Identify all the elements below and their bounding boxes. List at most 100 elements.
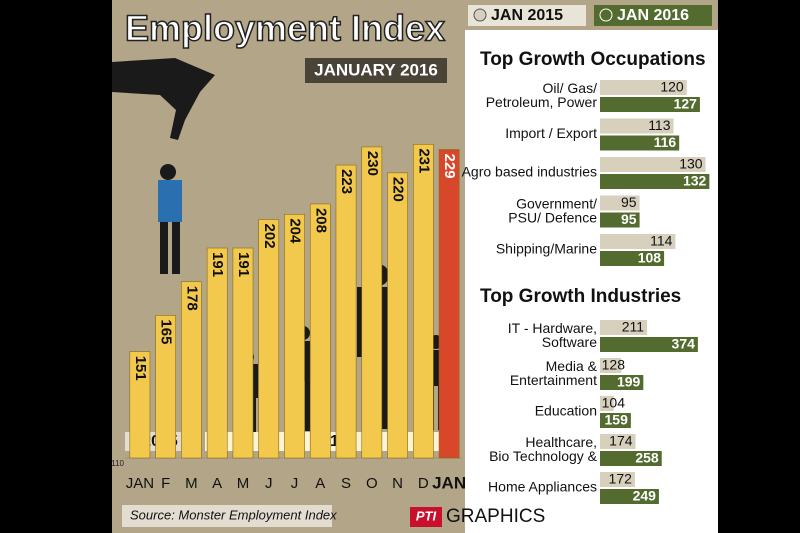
value-label: 223 (338, 169, 355, 194)
category-label: Agro based industries (462, 164, 597, 180)
bar (600, 337, 698, 352)
value-label: 165 (158, 319, 175, 344)
section-title: Top Growth Industries (480, 286, 681, 307)
value-label: 95 (621, 211, 637, 227)
value-label: 127 (674, 96, 698, 112)
value-label: 211 (622, 319, 645, 335)
x-tick-label: M (185, 475, 198, 492)
source-box (122, 505, 332, 527)
value-label: 191 (235, 252, 252, 277)
bar (600, 97, 700, 112)
legend-swatch (599, 8, 613, 22)
bar (309, 203, 331, 459)
legend-label: JAN 2016 (617, 7, 689, 24)
bar (129, 351, 151, 459)
value-label: 374 (672, 336, 696, 352)
x-tick-label: D (418, 475, 429, 492)
value-label: 108 (638, 250, 662, 266)
value-label: 178 (183, 286, 200, 311)
category-label: Government/PSU/ Defence (508, 195, 597, 225)
bar (361, 146, 383, 459)
logo-box (410, 507, 442, 527)
x-tick-label: M (237, 475, 250, 492)
value-label: 104 (602, 395, 626, 411)
x-tick-label: S (341, 475, 351, 492)
value-label: 130 (679, 156, 703, 172)
legend-item (468, 5, 586, 26)
category-label: Healthcare, Bio Technology & (489, 434, 598, 464)
value-label: 208 (312, 208, 329, 233)
section-title: Top Growth Occupations (480, 49, 706, 70)
x-tick-label: F (161, 475, 170, 492)
source: Source: Monster Employment Index (130, 507, 337, 522)
value-label: 199 (617, 374, 641, 390)
category-label: Home Appliances (488, 479, 597, 495)
x-tick-label: A (212, 475, 222, 492)
value-label: 120 (660, 79, 684, 95)
x-tick-label: JAN (432, 473, 466, 492)
legend-swatch (473, 8, 487, 22)
value-label: 202 (261, 224, 278, 249)
bar (600, 157, 706, 172)
category-label: Education (535, 403, 597, 419)
category-label: IT - Hardware, Software (508, 320, 597, 350)
bar (206, 247, 228, 459)
bar (600, 195, 640, 211)
bar (600, 118, 674, 134)
x-tick-label: N (392, 475, 403, 492)
bar (232, 247, 254, 459)
bar (181, 281, 202, 459)
chart-title: Employment Index (125, 8, 445, 49)
category-label: Media & Entertainment (510, 358, 598, 388)
category-label: Import / Export (505, 125, 597, 141)
value-label: 172 (609, 471, 633, 487)
value-label: 132 (683, 173, 707, 189)
bar (600, 434, 636, 449)
bar (600, 212, 640, 228)
subtitle: JANUARY 2016 (314, 60, 438, 79)
subtitle-box (305, 58, 447, 83)
bar (600, 396, 614, 411)
logo: PTI (416, 508, 437, 523)
bar (600, 251, 665, 266)
legend-label: JAN 2015 (491, 7, 563, 24)
bar (600, 358, 622, 373)
x-tick-label: J (291, 475, 299, 492)
x-tick-label: JAN (126, 475, 154, 492)
bar (600, 472, 635, 487)
value-label: 249 (633, 488, 657, 504)
hand (112, 58, 215, 140)
bar (258, 219, 280, 459)
bar (600, 135, 680, 151)
bar (600, 413, 631, 428)
x-tick-label: J (265, 475, 273, 492)
bar (155, 315, 177, 459)
bar (335, 164, 357, 459)
value-label: 114 (650, 233, 673, 249)
bar (600, 80, 687, 95)
bar (438, 149, 460, 459)
bar (412, 144, 434, 459)
value-label: 191 (209, 252, 226, 277)
credit: GRAPHICS (446, 506, 545, 527)
value-label: 258 (635, 450, 659, 466)
value-label: 159 (605, 412, 629, 428)
value-label: 113 (648, 117, 671, 133)
value-label: 174 (609, 433, 633, 449)
x-tick-label: O (366, 475, 378, 492)
value-label: 95 (621, 194, 637, 210)
value-label: 220 (390, 177, 407, 202)
value-label: 230 (364, 151, 381, 176)
bar (284, 214, 305, 459)
bar (600, 375, 644, 390)
bar (600, 489, 659, 504)
bar (387, 172, 408, 459)
y-tick-label: 110 (111, 459, 124, 468)
x-tick-label: A (315, 475, 325, 492)
bar (600, 320, 648, 335)
bar (600, 234, 676, 249)
value-label: 128 (602, 357, 626, 373)
legend-item (594, 5, 712, 26)
